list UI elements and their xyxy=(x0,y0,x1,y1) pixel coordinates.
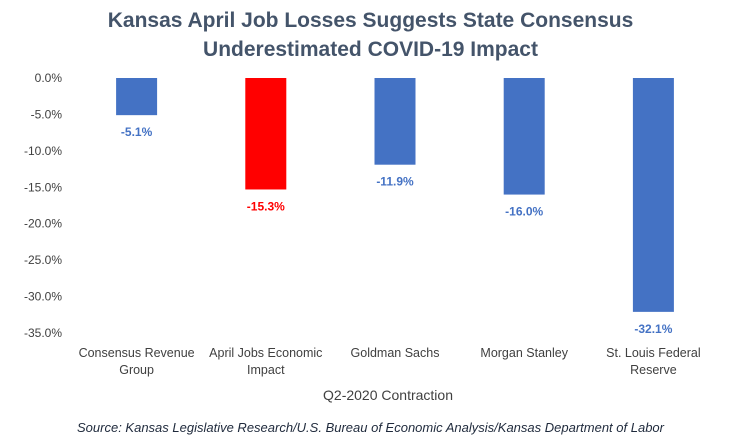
data-label: -11.9% xyxy=(376,175,414,189)
category-label: St. Louis Federal Reserve xyxy=(606,346,701,377)
bar xyxy=(632,78,674,312)
bar xyxy=(503,78,545,195)
category-label: Consensus Revenue Group xyxy=(79,346,195,377)
data-labels: -5.1% -15.3% -11.9% -16.0% -32.1% xyxy=(121,125,673,336)
data-label: -32.1% xyxy=(634,322,672,336)
y-tick-label: -35.0% xyxy=(24,326,62,340)
chart-title: Kansas April Job Losses Suggests State C… xyxy=(0,6,741,64)
y-tick-label: -10.0% xyxy=(24,144,62,158)
y-tick-label: -15.0% xyxy=(24,180,62,194)
data-label: -5.1% xyxy=(121,125,153,139)
x-axis: Consensus Revenue Group April Jobs Economi… xyxy=(79,346,701,377)
bar xyxy=(116,78,158,116)
category-label: Morgan Stanley xyxy=(480,346,568,360)
y-tick-label: -20.0% xyxy=(24,217,62,231)
category-label: Goldman Sachs xyxy=(351,346,440,360)
y-axis: 0.0% -5.0% -10.0% -15.0% -20.0% -25.0% -30.0% -… xyxy=(24,71,62,340)
category-label: April Jobs Economic Impact xyxy=(209,346,322,377)
data-label: -15.3% xyxy=(247,199,285,213)
chart-title-line-1: Kansas April Job Losses Suggests State C… xyxy=(107,9,634,32)
y-tick-label: -30.0% xyxy=(24,290,62,304)
bars xyxy=(116,78,674,312)
source-note: Source: Kansas Legislative Research/U.S.… xyxy=(77,420,664,435)
chart-title-line-2: Underestimated COVID-19 Impact xyxy=(203,38,538,61)
data-label: -16.0% xyxy=(505,205,543,219)
y-tick-label: -5.0% xyxy=(31,107,63,121)
y-tick-label: 0.0% xyxy=(35,71,63,85)
x-axis-title: Q2-2020 Contraction xyxy=(323,387,453,403)
y-tick-label: -25.0% xyxy=(24,253,62,267)
bar xyxy=(245,78,287,190)
bar xyxy=(374,78,416,165)
